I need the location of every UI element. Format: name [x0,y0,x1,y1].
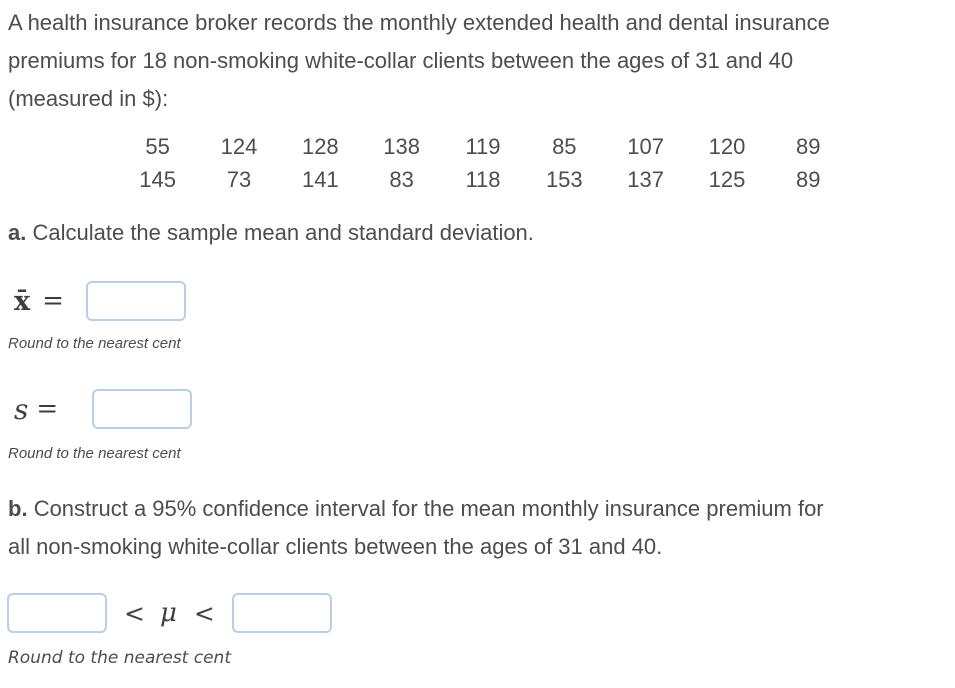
part-b-text-line: b. Construct a 95% confidence interval f… [8,490,955,528]
part-b-label: b. [8,496,28,521]
problem-text-line: A health insurance broker records the mo… [8,10,830,35]
part-a-label: a. [8,220,27,245]
less-than-sign: < [124,598,145,628]
data-value: 118 [465,167,501,192]
ci-upper-input[interactable] [231,593,332,633]
data-value: 137 [627,167,664,192]
mean-input[interactable] [85,281,186,321]
rounding-note: Round to the nearest cent [8,648,232,668]
table-row: 55 124 128 138 119 85 107 120 89 [117,130,849,163]
x-bar-symbol: x̄ [14,285,31,317]
sd-input[interactable] [92,389,193,429]
data-value: 107 [627,134,664,159]
rounding-note: Round to the nearest cent [8,445,181,462]
mean-answer-row: x̄ = [14,280,955,322]
data-value: 55 [145,134,170,159]
s-symbol: s [14,392,29,426]
problem-statement: A health insurance broker records the mo… [8,4,955,118]
equals-sign: = [42,286,64,316]
data-value: 119 [465,134,501,159]
table-row: 145 73 141 83 118 153 137 125 89 [117,163,849,196]
less-than-sign: < [193,598,215,628]
rounding-note: Round to the nearest cent [8,335,181,352]
mu-symbol: μ [159,598,177,628]
ci-lower-input[interactable] [7,593,107,633]
data-value: 138 [383,134,420,159]
data-value: 124 [220,134,258,159]
part-a-prompt: a. Calculate the sample mean and standar… [8,214,955,252]
sd-answer-row: s = [14,388,955,430]
data-value: 125 [708,167,746,192]
part-a-text: Calculate the sample mean and standard d… [32,220,534,245]
data-value: 128 [301,134,339,159]
data-value: 153 [545,167,583,192]
data-value: 85 [552,134,577,159]
data-value: 83 [389,167,414,192]
premium-data-table: 55 124 128 138 119 85 107 120 89 145 73 … [117,130,849,196]
problem-text-line: (measured in $): [8,86,169,111]
part-b-text: Construct a 95% confidence interval for … [33,496,824,521]
part-b-text-line: all non-smoking white-collar clients bet… [8,534,663,559]
problem-text-line: premiums for 18 non-smoking white-collar… [8,48,794,73]
confidence-interval-row: < μ < [7,592,955,634]
data-value: 89 [796,134,821,159]
data-value: 141 [301,167,339,192]
data-value: 145 [139,167,177,192]
data-value: 89 [796,167,821,192]
part-b-prompt: b. Construct a 95% confidence interval f… [8,490,955,566]
equals-sign: = [36,394,59,424]
data-value: 120 [708,134,746,159]
data-value: 73 [226,167,252,192]
